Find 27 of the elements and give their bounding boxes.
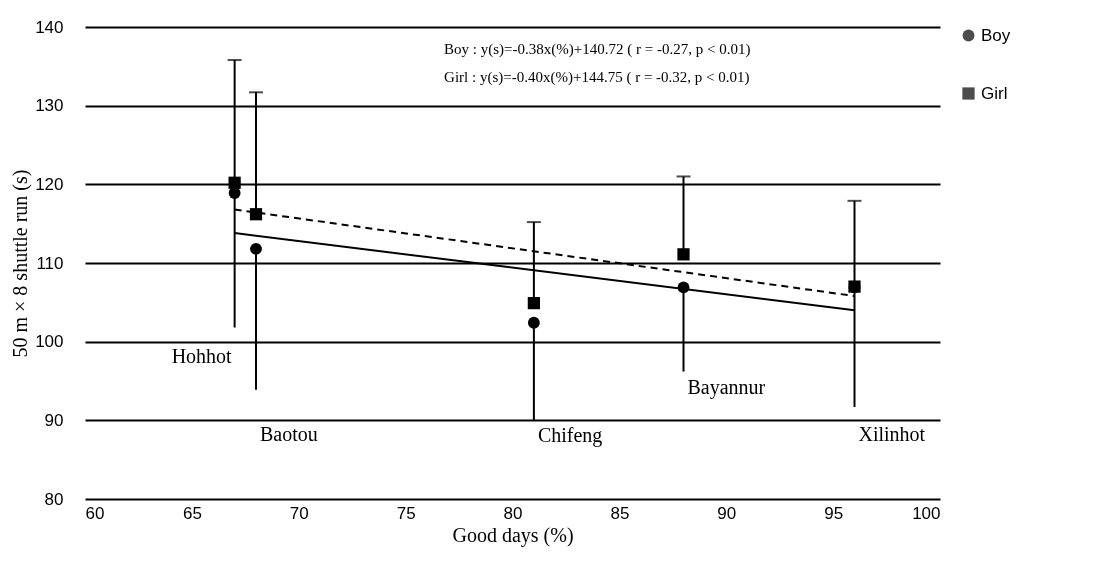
x-tick-label: 90 bbox=[717, 503, 737, 523]
x-tick-label: 65 bbox=[182, 503, 202, 523]
annotation: Chifeng bbox=[537, 424, 603, 448]
y-tick-label: 90 bbox=[44, 410, 64, 430]
x-tick-label: 70 bbox=[289, 503, 309, 523]
y-tick-label: 130 bbox=[35, 96, 64, 116]
y-tick-label: 120 bbox=[35, 174, 64, 194]
annotation: Baotou bbox=[260, 423, 318, 446]
legend-label: Boy bbox=[981, 25, 1011, 45]
x-tick-label: 80 bbox=[503, 503, 523, 523]
legend-label: Girl bbox=[981, 83, 1008, 103]
y-tick-label: 110 bbox=[36, 253, 64, 273]
x-tick-label: 85 bbox=[610, 503, 630, 523]
annotation: Girl : y(s)=-0.40x(%)+144.75 ( r = -0.32, p < 0.01) bbox=[444, 69, 750, 86]
annotation: Bayannur bbox=[687, 375, 766, 399]
x-axis-title: Good days (%) bbox=[452, 523, 574, 547]
x-tick-label: 100 bbox=[912, 503, 941, 523]
y-tick-label: 140 bbox=[35, 17, 64, 37]
x-tick-label: 95 bbox=[824, 503, 844, 523]
annotation: Hohhot bbox=[171, 344, 233, 367]
y-tick-label: 80 bbox=[44, 489, 64, 509]
y-tick-label: 100 bbox=[35, 332, 64, 352]
y-axis-title: 50 m × 8 shuttle run (s) bbox=[9, 169, 33, 358]
x-tick-label: 60 bbox=[85, 503, 105, 523]
annotation: Boy : y(s)=-0.38x(%)+140.72 ( r = -0.27, p < 0.01) bbox=[444, 41, 751, 58]
annotation: Xilinhot bbox=[858, 423, 926, 446]
x-tick-label: 75 bbox=[396, 503, 416, 523]
